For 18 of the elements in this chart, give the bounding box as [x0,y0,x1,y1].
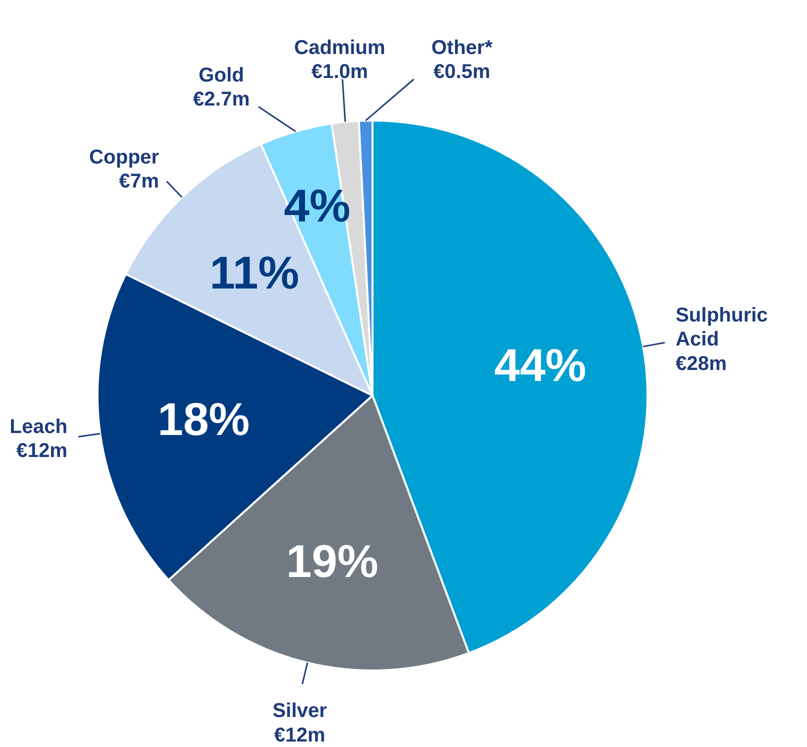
text: 19% [286,535,378,588]
data-label: €0.5m [434,61,490,84]
slice-label: Sulphuric Acid [676,304,768,351]
slice-label: Gold [198,64,244,86]
data-label: €7m [119,170,160,193]
data-label: €12m [274,724,326,746]
data-label: €1.0m [311,61,368,84]
data-label: €28m [676,352,727,375]
slice-label: Other* [431,36,493,59]
slice-label: Cadmium [294,36,386,59]
data-label: €12m [16,440,68,462]
text: 11% [210,246,300,299]
text: 18% [158,393,250,446]
text: 44% [494,339,586,392]
data-label: €2.7m [193,88,250,111]
slice-label: Leach [10,416,68,438]
slice-label: Silver [272,700,328,722]
slice-label: Copper [89,146,160,168]
